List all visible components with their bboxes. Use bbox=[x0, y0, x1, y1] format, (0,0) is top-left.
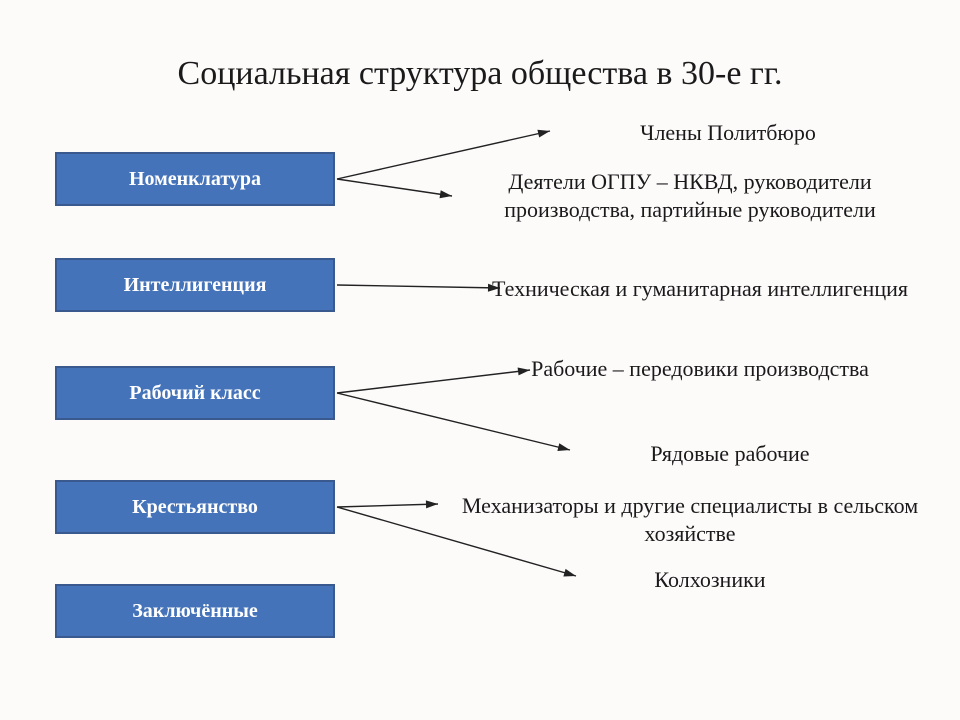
box-intelligentsia: Интеллигенция bbox=[55, 258, 335, 312]
lbl-politburo: Члены Политбюро bbox=[548, 119, 908, 147]
lbl-ogpu: Деятели ОГПУ – НКВД, руководители произв… bbox=[445, 168, 935, 223]
box-prisoners: Заключённые bbox=[55, 584, 335, 638]
box-nomenklatura: Номенклатура bbox=[55, 152, 335, 206]
lbl-tech: Техническая и гуманитарная интеллигенция bbox=[490, 275, 910, 303]
lbl-ordinary: Рядовые рабочие bbox=[560, 440, 900, 468]
lbl-mech: Механизаторы и другие специалисты в сель… bbox=[430, 492, 950, 547]
lbl-fore: Рабочие – передовики производства bbox=[510, 355, 890, 383]
box-peasantry: Крестьянство bbox=[55, 480, 335, 534]
page-title: Социальная структура общества в 30-е гг. bbox=[0, 55, 960, 93]
lbl-kolkhoz: Колхозники bbox=[560, 566, 860, 594]
box-working: Рабочий класс bbox=[55, 366, 335, 420]
